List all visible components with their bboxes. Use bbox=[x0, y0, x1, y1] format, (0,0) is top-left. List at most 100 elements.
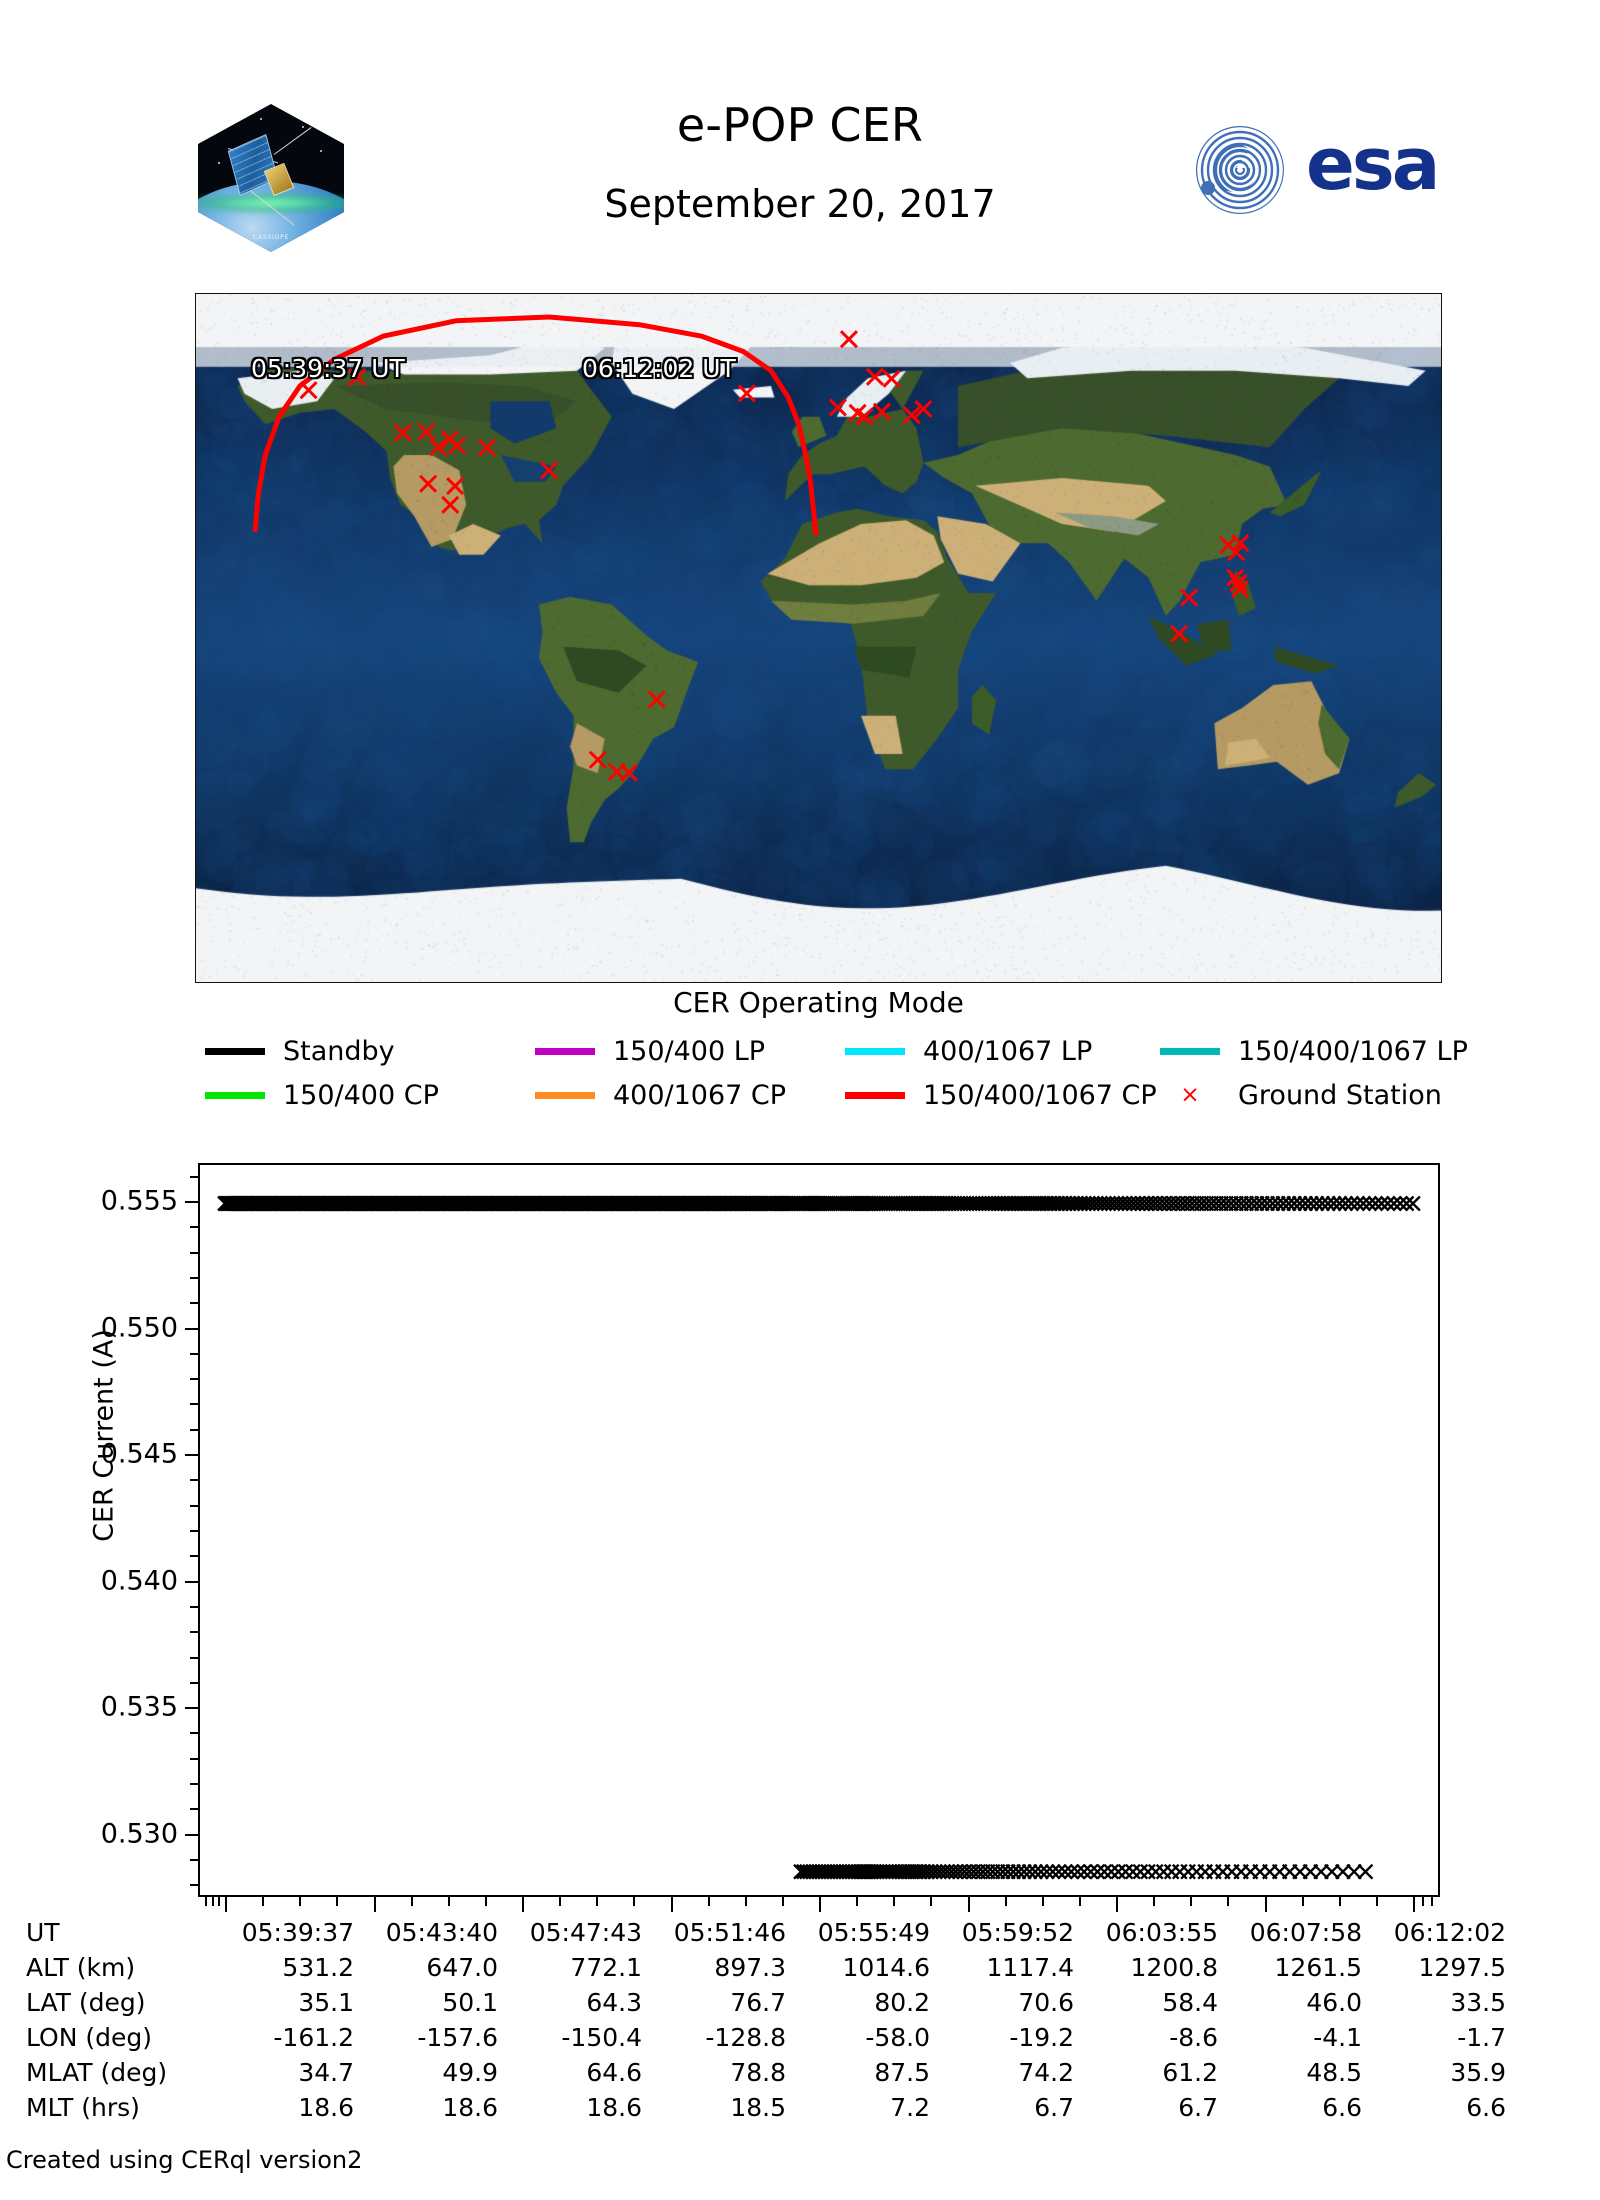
table-cell: 1297.5 bbox=[1378, 1950, 1522, 1985]
legend-item-label: Standby bbox=[283, 1036, 395, 1067]
ground-station-marker-icon: × bbox=[1160, 1084, 1220, 1107]
x-major-tick bbox=[671, 1897, 673, 1912]
legend-item-label: 150/400/1067 LP bbox=[1238, 1036, 1468, 1067]
x-minor-tick bbox=[782, 1897, 784, 1906]
y-minor-tick bbox=[190, 1555, 198, 1557]
table-cell: 531.2 bbox=[226, 1950, 370, 1985]
table-cell: -161.2 bbox=[226, 2020, 370, 2055]
table-cell: -157.6 bbox=[370, 2020, 514, 2055]
table-cell: 05:59:52 bbox=[946, 1915, 1090, 1950]
y-minor-tick bbox=[190, 1176, 198, 1178]
x-minor-tick bbox=[1153, 1897, 1155, 1906]
table-cell: 74.2 bbox=[946, 2055, 1090, 2090]
y-minor-tick bbox=[190, 1758, 198, 1760]
legend-item-label: 400/1067 CP bbox=[613, 1080, 786, 1111]
y-minor-tick bbox=[190, 1505, 198, 1507]
table-cell: 33.5 bbox=[1378, 1985, 1522, 2020]
ground-station-marker bbox=[649, 692, 665, 708]
table-row-label: MLAT (deg) bbox=[26, 2055, 226, 2090]
y-minor-tick bbox=[190, 1302, 198, 1304]
x-minor-tick bbox=[708, 1897, 710, 1906]
table-cell: 50.1 bbox=[370, 1985, 514, 2020]
x-minor-tick bbox=[1042, 1897, 1044, 1906]
ground-station-marker bbox=[841, 331, 857, 347]
y-minor-tick bbox=[190, 1732, 198, 1734]
ground-station-marker bbox=[857, 409, 873, 425]
legend-color-swatch bbox=[205, 1048, 265, 1055]
ground-station-marker bbox=[301, 382, 317, 398]
ground-station-marker bbox=[830, 399, 846, 415]
ground-station-marker bbox=[420, 476, 436, 492]
table-cell: 18.6 bbox=[370, 2090, 514, 2125]
x-minor-tick bbox=[893, 1897, 895, 1906]
esa-wordmark: esa bbox=[1306, 126, 1437, 202]
x-minor-tick bbox=[1227, 1897, 1229, 1906]
table-cell: 05:43:40 bbox=[370, 1915, 514, 1950]
y-major-tick bbox=[185, 1201, 198, 1203]
x-major-tick bbox=[374, 1897, 376, 1912]
table-cell: 46.0 bbox=[1234, 1985, 1378, 2020]
x-major-tick bbox=[225, 1897, 227, 1912]
ground-station-marker bbox=[874, 404, 890, 420]
table-cell: -19.2 bbox=[946, 2020, 1090, 2055]
table-cell: 1014.6 bbox=[802, 1950, 946, 1985]
table-cell: 70.6 bbox=[946, 1985, 1090, 2020]
table-cell: 05:51:46 bbox=[658, 1915, 802, 1950]
legend-item-400-1067-cp[interactable]: 400/1067 CP bbox=[535, 1080, 786, 1111]
table-cell: 7.2 bbox=[802, 2090, 946, 2125]
ground-track-map[interactable]: 05:39:37 UT 06:12:02 UT bbox=[195, 293, 1442, 983]
ground-station-marker bbox=[1181, 590, 1197, 606]
table-row: MLT (hrs) 18.6 18.6 18.6 18.5 7.2 6.7 6.7 6.6 6.6 bbox=[26, 2090, 1522, 2125]
table-cell: 06:03:55 bbox=[1090, 1915, 1234, 1950]
ground-station-marker bbox=[1171, 626, 1187, 642]
ground-station-marker bbox=[430, 439, 446, 455]
trajectory-data-table: UT 05:39:37 05:43:40 05:47:43 05:51:46 05:55:… bbox=[26, 1915, 1522, 2125]
legend-item-ground-station[interactable]: × Ground Station bbox=[1160, 1080, 1442, 1111]
table-cell: 61.2 bbox=[1090, 2055, 1234, 2090]
y-major-tick bbox=[185, 1581, 198, 1583]
table-cell: 6.7 bbox=[1090, 2090, 1234, 2125]
cer-current-plot[interactable] bbox=[198, 1163, 1440, 1897]
table-cell: -58.0 bbox=[802, 2020, 946, 2055]
table-cell: 647.0 bbox=[370, 1950, 514, 1985]
x-minor-tick bbox=[1302, 1897, 1304, 1906]
table-cell: 05:47:43 bbox=[514, 1915, 658, 1950]
map-start-time-label: 05:39:37 UT bbox=[251, 354, 405, 383]
ground-station-marker bbox=[1220, 537, 1236, 553]
table-cell: 35.1 bbox=[226, 1985, 370, 2020]
x-minor-tick bbox=[745, 1897, 747, 1906]
table-row: LON (deg) -161.2 -157.6 -150.4 -128.8 -58.0 -1… bbox=[26, 2020, 1522, 2055]
ground-station-marker bbox=[479, 440, 495, 456]
y-minor-tick bbox=[190, 1530, 198, 1532]
table-row: MLAT (deg) 34.7 49.9 64.6 78.8 87.5 74.2 61.2 48… bbox=[26, 2055, 1522, 2090]
x-minor-tick bbox=[485, 1897, 487, 1906]
x-minor-tick bbox=[596, 1897, 598, 1906]
table-cell: 34.7 bbox=[226, 2055, 370, 2090]
legend-item-label: Ground Station bbox=[1238, 1080, 1442, 1111]
legend-item-150-400-1067-cp[interactable]: 150/400/1067 CP bbox=[845, 1080, 1157, 1111]
y-axis-tick-labels: 0.530 0.535 0.540 0.545 0.550 0.555 bbox=[0, 0, 178, 2200]
x-minor-tick bbox=[1190, 1897, 1192, 1906]
legend-item-400-1067-lp[interactable]: 400/1067 LP bbox=[845, 1036, 1092, 1067]
table-cell: 18.6 bbox=[226, 2090, 370, 2125]
table-cell: 6.7 bbox=[946, 2090, 1090, 2125]
x-minor-tick bbox=[1376, 1897, 1378, 1906]
legend-item-150-400-cp[interactable]: 150/400 CP bbox=[205, 1080, 439, 1111]
legend-item-label: 150/400/1067 CP bbox=[923, 1080, 1157, 1111]
table-row-label: ALT (km) bbox=[26, 1950, 226, 1985]
y-minor-tick bbox=[190, 1631, 198, 1633]
map-end-time-label: 06:12:02 UT bbox=[582, 354, 736, 383]
y-axis-label: CER Current (A) bbox=[89, 1286, 120, 1586]
legend-color-swatch bbox=[535, 1092, 595, 1099]
y-tick-label: 0.555 bbox=[101, 1185, 178, 1216]
x-major-tick bbox=[1265, 1897, 1267, 1912]
legend-item-150-400-1067-lp[interactable]: 150/400/1067 LP bbox=[1160, 1036, 1468, 1067]
x-minor-tick bbox=[448, 1897, 450, 1906]
y-minor-tick bbox=[190, 1808, 198, 1810]
x-minor-tick bbox=[930, 1897, 932, 1906]
table-cell: -150.4 bbox=[514, 2020, 658, 2055]
legend-item-standby[interactable]: Standby bbox=[205, 1036, 395, 1067]
table-cell: 58.4 bbox=[1090, 1985, 1234, 2020]
legend-item-150-400-lp[interactable]: 150/400 LP bbox=[535, 1036, 765, 1067]
table-cell: 6.6 bbox=[1378, 2090, 1522, 2125]
